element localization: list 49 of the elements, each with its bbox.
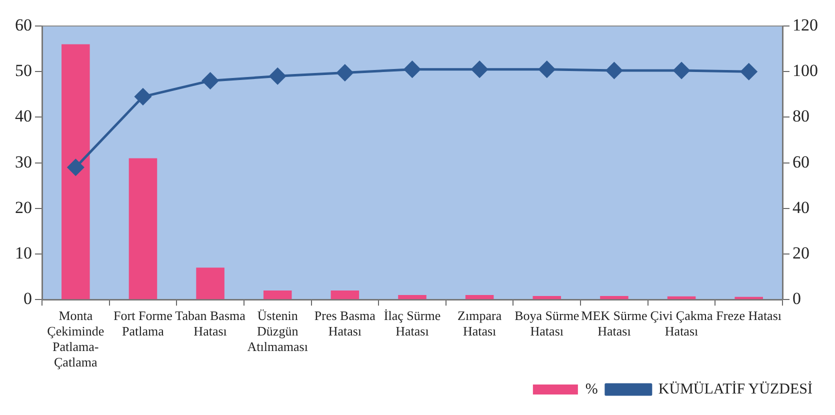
bar <box>667 296 696 300</box>
y-tick-label: 30 <box>15 152 32 172</box>
x-tick-label: Taban Basma Hatası <box>175 308 246 338</box>
bar <box>330 290 360 300</box>
bar <box>465 295 494 300</box>
point <box>471 61 488 78</box>
x-tick-label: MEK Sürme Hatası <box>581 308 648 338</box>
bar <box>398 295 426 300</box>
x-tick-label: Pres Basma Hatası <box>314 308 376 338</box>
bar <box>600 296 628 300</box>
y2-tick-label: 0 <box>792 289 801 308</box>
y-tick-label: 40 <box>15 106 32 126</box>
legend-label: KÜMÜLATİF YÜZDESİ <box>658 380 812 398</box>
y-tick-label: 20 <box>15 198 32 217</box>
x-tick-label: İlaç Sürme Hatası <box>384 308 441 338</box>
y2-tick-label: 100 <box>792 61 818 80</box>
x-tick-label: Monta Çekiminde Patlama-Çatlama <box>47 308 104 370</box>
y2-tick-label: 120 <box>792 15 818 34</box>
y-tick-label: 50 <box>15 61 32 80</box>
bar <box>196 268 224 300</box>
point <box>336 64 354 81</box>
point <box>67 159 84 176</box>
y2-tick-label: 60 <box>792 152 810 172</box>
point <box>673 62 690 79</box>
point <box>134 88 152 105</box>
y2-tick-label: 40 <box>792 198 810 217</box>
x-tick-label: Freze Hatası <box>716 308 782 323</box>
y-tick-label: 0 <box>24 289 32 308</box>
bar <box>263 290 292 300</box>
point <box>269 68 286 84</box>
y-tick-label: 10 <box>15 243 32 262</box>
y-tick-label: 60 <box>15 15 32 34</box>
bar <box>532 296 562 300</box>
y2-tick-label: 80 <box>792 106 810 126</box>
point <box>740 63 758 80</box>
bar <box>128 158 158 300</box>
point <box>404 61 420 78</box>
point <box>538 61 556 78</box>
x-tick-label: Çivi Çakma Hatası <box>650 308 713 338</box>
x-tick-label: Üstenin Düzgün Atılmaması <box>247 308 308 354</box>
legend-label: % <box>585 381 598 398</box>
x-tick-label: Boya Sürme Hatası <box>514 308 580 338</box>
x-tick-label: Zımpara Hatası <box>458 308 502 338</box>
x-tick-label: Fort Forme Patlama <box>114 308 173 338</box>
point <box>606 62 622 79</box>
bar <box>734 296 763 300</box>
point <box>202 72 219 89</box>
bar <box>62 44 90 300</box>
y2-tick-label: 20 <box>792 243 810 262</box>
